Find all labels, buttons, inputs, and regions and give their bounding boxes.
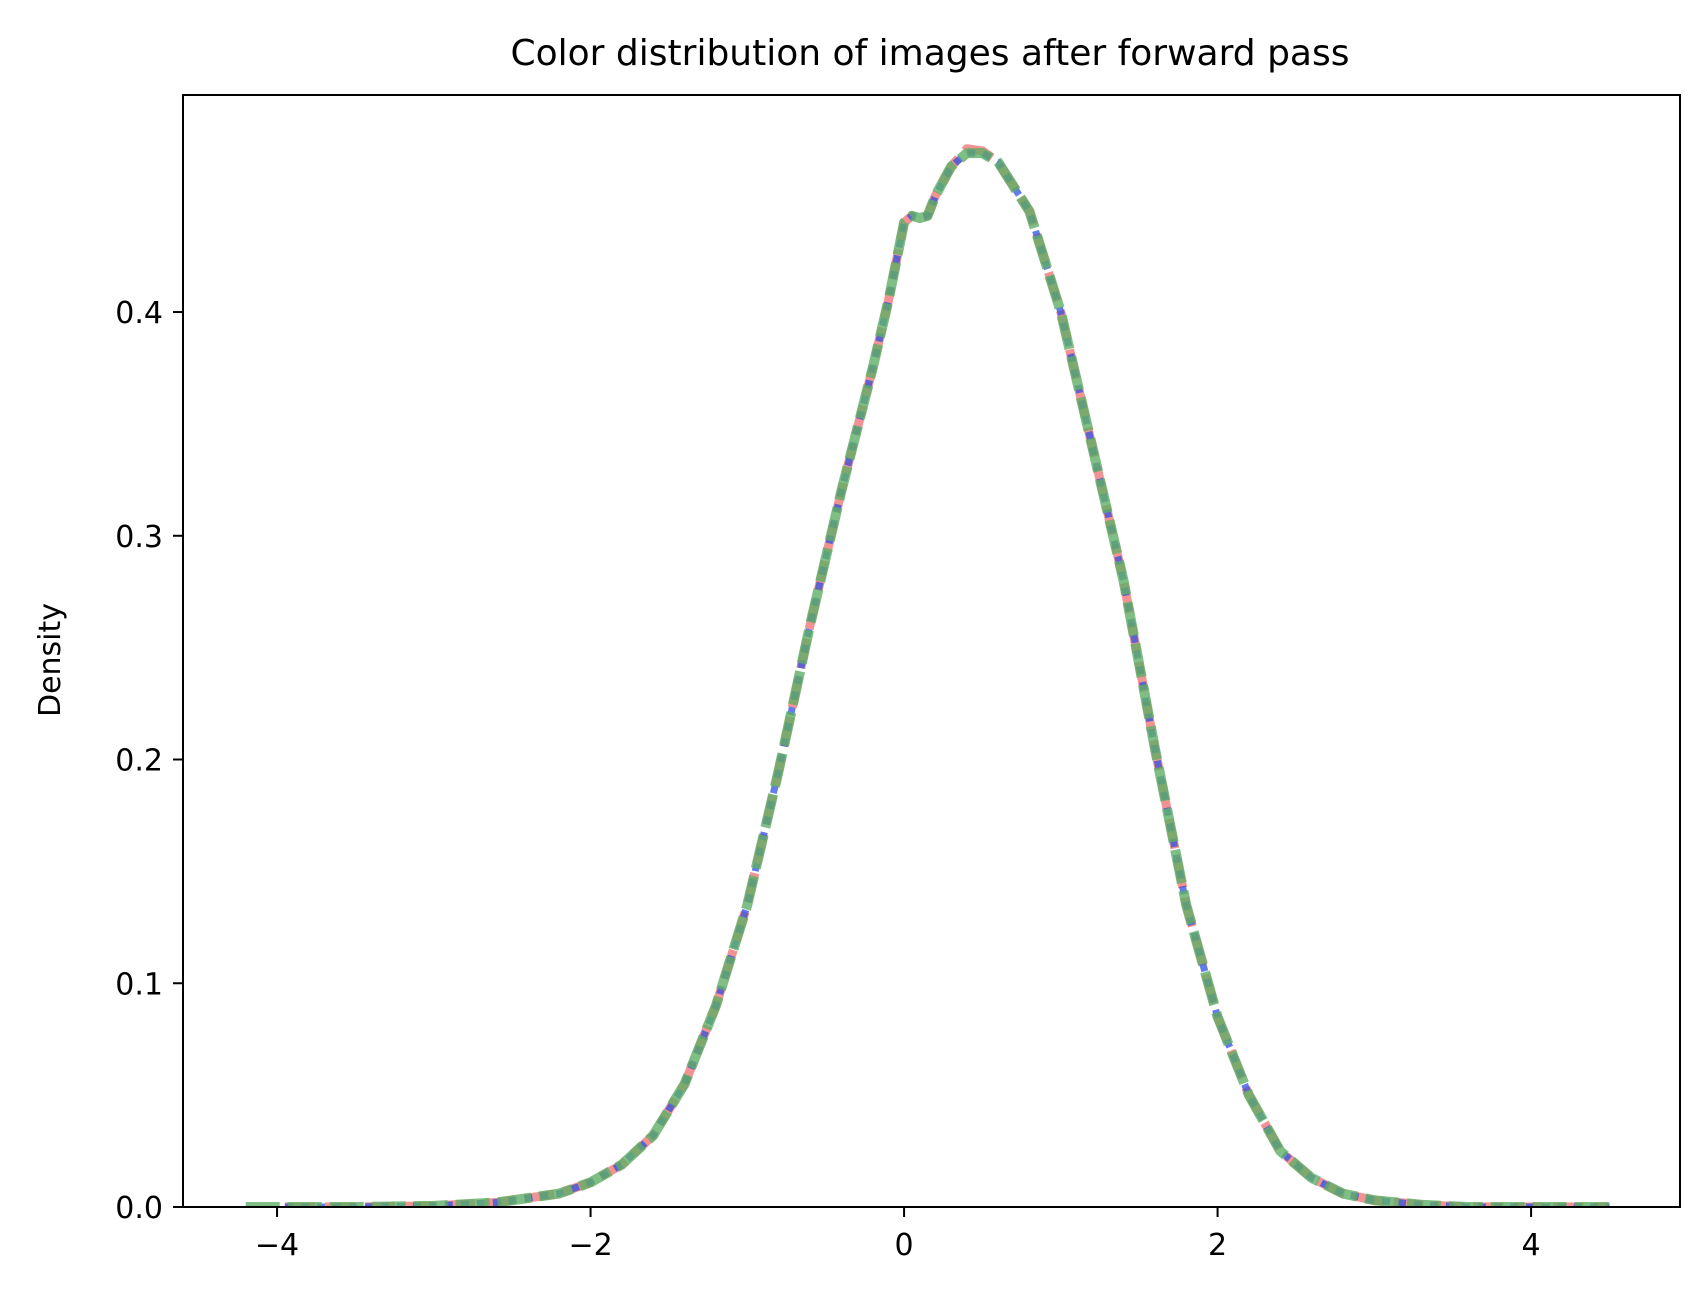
x-tick-label: −4 [255,1228,299,1263]
x-tick-label: 2 [1208,1228,1227,1263]
y-tick-label: 0.0 [115,1191,163,1226]
y-axis: 0.0 0.1 0.2 0.3 0.4 [115,296,183,1226]
y-axis-label: Density [33,603,68,717]
y-tick-label: 0.1 [115,967,163,1002]
x-axis: −4 −2 0 2 4 [255,1207,1541,1263]
series-line-3 [245,148,1610,1207]
chart-title: Color distribution of images after forwa… [510,33,1349,74]
y-tick-label: 0.3 [115,520,163,555]
x-tick-label: 4 [1522,1228,1541,1263]
plot-frame [182,94,1681,1208]
y-tick-label: 0.4 [115,296,163,331]
x-tick-label: 0 [895,1228,914,1263]
series-layer [245,144,1610,1207]
x-tick-label: −2 [568,1228,612,1263]
y-tick-label: 0.2 [115,744,163,779]
